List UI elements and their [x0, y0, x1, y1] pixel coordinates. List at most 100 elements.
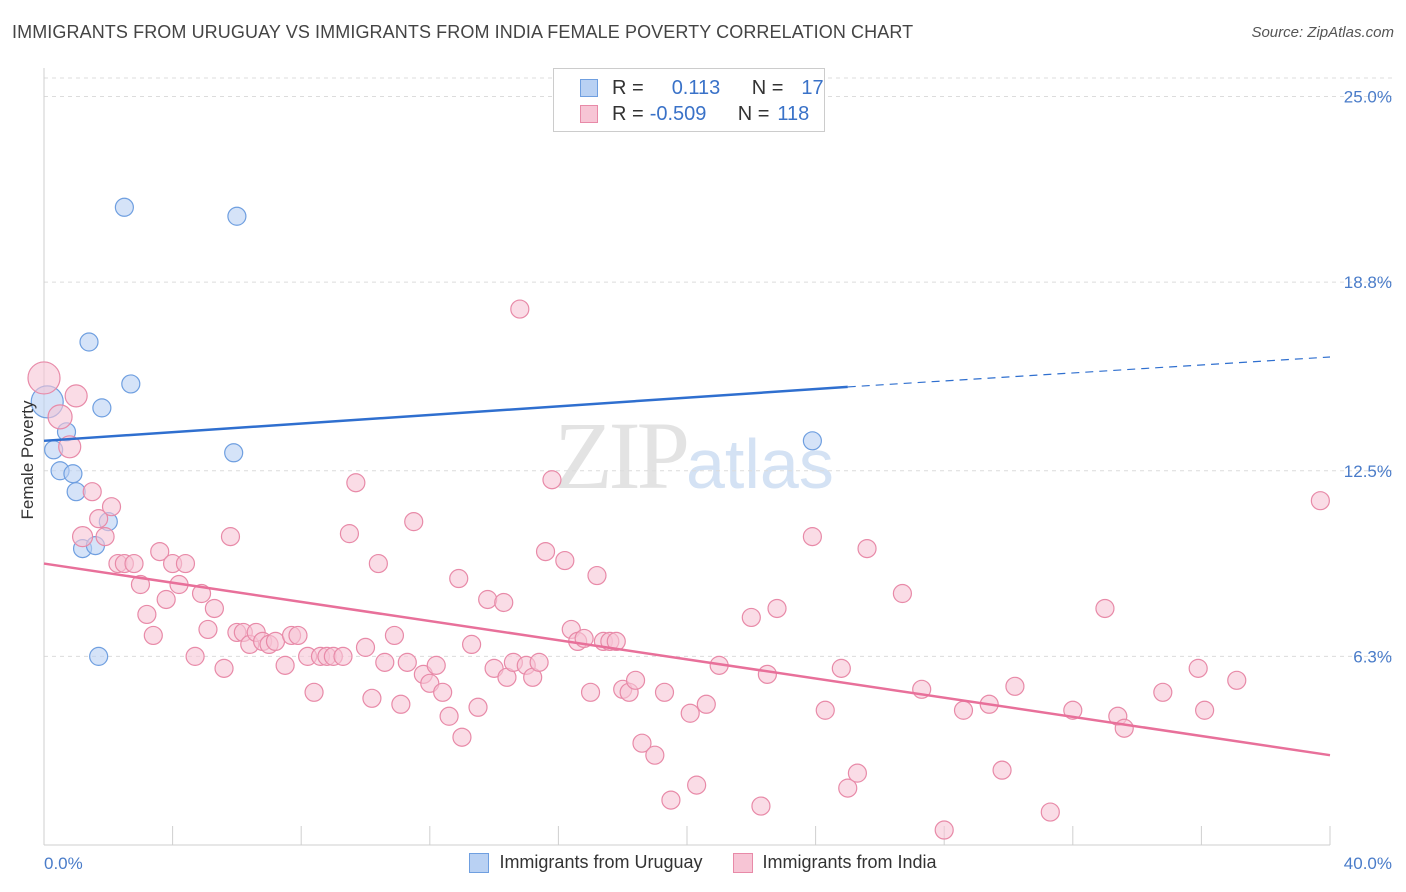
india-point: [275, 655, 295, 675]
india-point: [542, 470, 562, 490]
uruguay-point: [92, 398, 112, 418]
india-point: [696, 694, 716, 714]
india-point: [439, 706, 459, 726]
india-point: [892, 583, 913, 604]
india-point: [580, 682, 601, 702]
legend-label-uruguay: Immigrants from Uruguay: [499, 852, 703, 872]
legend-r-label: R =: [612, 102, 644, 125]
india-point: [82, 482, 102, 502]
india-point: [27, 361, 61, 395]
india-point: [101, 497, 122, 517]
india-point: [130, 574, 151, 595]
india-point: [535, 541, 556, 562]
india-point: [815, 700, 835, 720]
india-point: [587, 565, 607, 586]
india-point: [555, 550, 575, 571]
india-point: [452, 727, 472, 747]
india-point: [661, 790, 681, 810]
y-axis-label: Female Poverty: [18, 400, 37, 520]
india-point: [198, 619, 218, 640]
india-point: [847, 763, 867, 783]
india-point: [1063, 700, 1083, 720]
india-point: [397, 652, 417, 672]
india-point: [185, 646, 205, 666]
india-point: [124, 553, 144, 574]
india-point: [654, 682, 675, 702]
legend-r-value: -0.509: [649, 102, 707, 125]
india-point: [143, 625, 163, 646]
legend-swatch-uruguay: [469, 852, 490, 873]
legend-swatch-india: [580, 105, 598, 123]
india-point: [204, 598, 224, 619]
legend-item-india: Immigrants from India: [732, 852, 937, 873]
uruguay-point: [227, 206, 247, 226]
india-point: [838, 778, 858, 798]
india-point: [150, 541, 170, 562]
x-tick-label: 0.0%: [44, 854, 83, 873]
x-tick-label: 40.0%: [1344, 854, 1392, 873]
india-point: [802, 527, 822, 547]
source-label: Source: ZipAtlas.com: [1251, 24, 1394, 41]
india-point: [47, 404, 73, 430]
india-point: [137, 604, 157, 625]
india-point: [384, 625, 405, 646]
india-point: [1114, 718, 1134, 738]
y-tick-label: 6.3%: [1353, 647, 1392, 666]
india-point: [265, 631, 286, 652]
legend-n-label: N =: [737, 102, 770, 125]
india-point: [346, 473, 366, 493]
india-point: [1040, 802, 1060, 822]
india-point: [1095, 598, 1115, 619]
uruguay-point: [79, 332, 99, 352]
india-point: [934, 820, 954, 840]
legend-n-value: 118: [777, 102, 810, 125]
india-trendline: [43, 562, 1331, 757]
india-point: [741, 607, 761, 628]
india-point: [355, 637, 376, 657]
india-point: [767, 598, 787, 619]
india-point: [992, 760, 1012, 780]
india-point: [680, 703, 700, 723]
india-point: [433, 682, 453, 702]
legend-row-uruguay: R = 0.113 N = 17: [580, 75, 824, 101]
india-point: [757, 664, 777, 684]
legend-swatch-india: [732, 852, 753, 873]
india-point: [625, 670, 646, 690]
india-point: [95, 527, 115, 547]
india-point: [391, 694, 411, 714]
india-point: [375, 652, 395, 672]
india-point: [71, 526, 94, 548]
uruguay-point: [63, 464, 83, 484]
india-point: [1227, 670, 1247, 690]
india-point: [529, 652, 549, 672]
india-point: [645, 745, 665, 765]
legend-row-india: R = -0.509 N = 118: [580, 101, 809, 127]
uruguay-point: [224, 443, 244, 463]
india-point: [404, 512, 424, 532]
correlation-legend: R = 0.113 N = 17 R = -0.509 N = 118: [553, 68, 825, 132]
india-point: [191, 583, 212, 604]
uruguay-point: [121, 374, 141, 394]
india-point: [687, 775, 707, 795]
india-point: [362, 688, 382, 708]
india-point: [1310, 491, 1330, 511]
legend-swatch-uruguay: [580, 79, 598, 97]
india-point: [339, 524, 360, 544]
uruguay-point: [114, 197, 134, 217]
uruguay-point: [89, 646, 109, 666]
legend-r-value: 0.113: [671, 76, 721, 99]
india-point: [1195, 700, 1215, 720]
legend-n-label: N =: [751, 76, 784, 99]
india-point: [175, 553, 196, 574]
india-point: [510, 299, 530, 319]
legend-n-value: 17: [801, 76, 824, 99]
india-point: [304, 682, 324, 702]
india-point: [58, 435, 82, 459]
y-tick-label: 12.5%: [1344, 462, 1392, 481]
india-point: [1005, 676, 1025, 696]
legend-item-uruguay: Immigrants from Uruguay: [469, 852, 703, 873]
india-point: [1153, 682, 1173, 702]
y-tick-label: 25.0%: [1344, 88, 1392, 107]
india-point: [288, 625, 308, 646]
india-point: [461, 634, 482, 655]
